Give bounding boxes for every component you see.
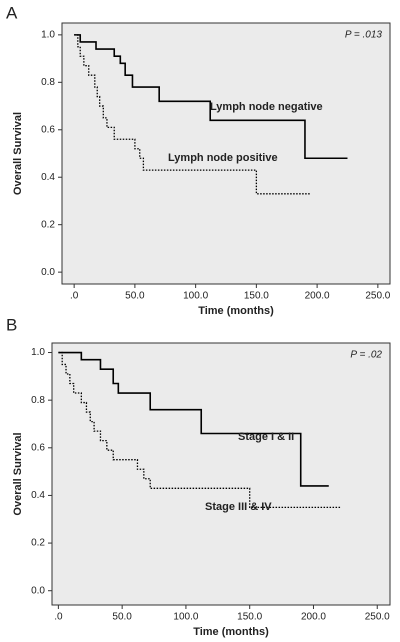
y-tick-label: 0.2 (31, 538, 45, 549)
y-axis-label: Overall Survival (12, 112, 24, 195)
y-tick-label: 0.4 (41, 172, 55, 183)
y-tick-label: 0.6 (41, 124, 55, 135)
x-tick-label: 50.0 (112, 612, 132, 623)
p-value: P = .013 (345, 30, 383, 41)
y-tick-label: 1.0 (41, 30, 55, 41)
y-tick-label: 0.8 (31, 395, 45, 406)
curve-label: Stage III & IV (205, 501, 272, 513)
x-tick-label: 100.0 (173, 612, 198, 623)
y-tick-label: 0.4 (31, 490, 45, 501)
curve-label: Lymph node negative (210, 101, 323, 113)
x-tick-label: 150.0 (237, 612, 262, 623)
x-tick-label: 200.0 (305, 291, 330, 302)
survival-curve (74, 34, 348, 160)
curve-label: Lymph node positive (168, 152, 278, 164)
y-tick-label: 0.6 (31, 442, 45, 453)
x-tick-label: 250.0 (365, 291, 390, 302)
x-tick-label: .0 (70, 291, 79, 302)
x-tick-label: 150.0 (244, 291, 269, 302)
x-tick-label: 250.0 (365, 612, 390, 623)
x-tick-label: 50.0 (125, 291, 145, 302)
p-value: P = .02 (350, 350, 382, 361)
survival-curve (58, 351, 342, 508)
y-tick-label: 0.0 (41, 267, 55, 278)
x-tick-label: .0 (54, 612, 63, 623)
x-axis-label: Time (months) (193, 626, 269, 638)
panel-letter: A (6, 3, 18, 22)
plot-area (61, 22, 391, 285)
x-tick-label: 100.0 (183, 291, 208, 302)
x-axis-label: Time (months) (198, 305, 274, 317)
y-tick-label: 1.0 (31, 347, 45, 358)
survival-curve (74, 34, 312, 195)
y-tick-label: 0.8 (41, 77, 55, 88)
curve-label: Stage I & II (238, 431, 294, 443)
y-tick-label: 0.2 (41, 219, 55, 230)
survival-curve (58, 351, 329, 487)
plot-area (51, 342, 391, 606)
y-axis-label: Overall Survival (12, 432, 24, 515)
y-tick-label: 0.0 (31, 585, 45, 596)
panel-letter: B (6, 315, 17, 334)
x-tick-label: 200.0 (301, 612, 326, 623)
